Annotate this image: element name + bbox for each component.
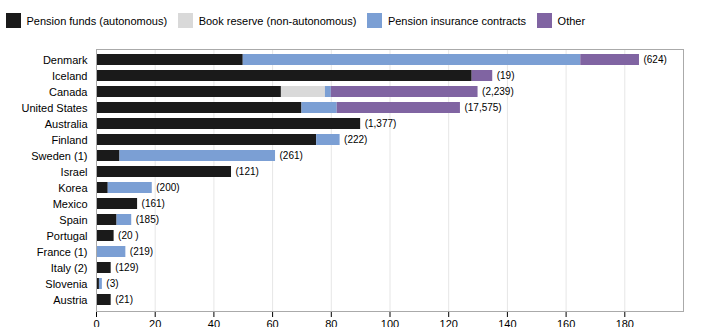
svg-text:20: 20	[149, 318, 161, 327]
svg-text:Israel: Israel	[61, 165, 88, 177]
svg-text:40: 40	[208, 318, 220, 327]
svg-text:(261): (261)	[280, 150, 303, 161]
svg-text:180: 180	[616, 318, 634, 327]
html-text:Pension funds (autonomous): Pension funds (autonomous)	[26, 14, 168, 27]
svg-text:Finland: Finland	[51, 133, 87, 145]
svg-text:(200): (200)	[156, 182, 179, 193]
svg-text:Spain: Spain	[59, 213, 87, 225]
svg-text:Denmark: Denmark	[43, 53, 88, 65]
svg-text:0: 0	[93, 318, 99, 327]
svg-text:(129): (129)	[115, 262, 138, 273]
svg-text:120: 120	[440, 318, 458, 327]
svg-text:160: 160	[557, 318, 575, 327]
svg-text:France (1): France (1)	[37, 245, 88, 257]
svg-text:Iceland: Iceland	[52, 69, 87, 81]
svg-text:Mexico: Mexico	[53, 197, 88, 209]
svg-text:(624): (624)	[643, 54, 666, 65]
svg-text:(2,239): (2,239)	[482, 86, 514, 97]
svg-text:(222): (222)	[344, 134, 367, 145]
svg-text:(20 ): (20 )	[118, 230, 139, 241]
svg-text:Korea: Korea	[58, 181, 88, 193]
svg-text:Italy (2): Italy (2)	[51, 261, 88, 273]
svg-text:United States: United States	[21, 101, 88, 113]
html-text:Pension insurance contracts: Pension insurance contracts	[387, 14, 527, 27]
svg-text:Sweden (1): Sweden (1)	[31, 149, 87, 161]
svg-text:(121): (121)	[236, 166, 259, 177]
svg-text:80: 80	[325, 318, 337, 327]
svg-text:(161): (161)	[142, 198, 165, 209]
svg-text:Slovenia: Slovenia	[45, 277, 88, 289]
svg-text:(17,575): (17,575)	[464, 102, 501, 113]
html-text:Other: Other	[557, 14, 586, 27]
svg-text:140: 140	[498, 318, 516, 327]
svg-text:100: 100	[381, 318, 399, 327]
svg-text:(1,377): (1,377)	[365, 118, 397, 129]
svg-text:60: 60	[266, 318, 278, 327]
svg-text:Canada: Canada	[49, 85, 88, 97]
svg-text:Australia: Australia	[45, 117, 89, 129]
svg-text:Portugal: Portugal	[47, 229, 88, 241]
svg-text:(219): (219)	[130, 246, 153, 257]
html-text:Book reserve (non-autonomous): Book reserve (non-autonomous)	[198, 14, 357, 27]
svg-text:(3): (3)	[106, 278, 118, 289]
svg-text:(21): (21)	[115, 294, 133, 305]
svg-text:Austria: Austria	[53, 293, 88, 305]
svg-text:(19): (19)	[497, 70, 515, 81]
svg-text:(185): (185)	[136, 214, 159, 225]
